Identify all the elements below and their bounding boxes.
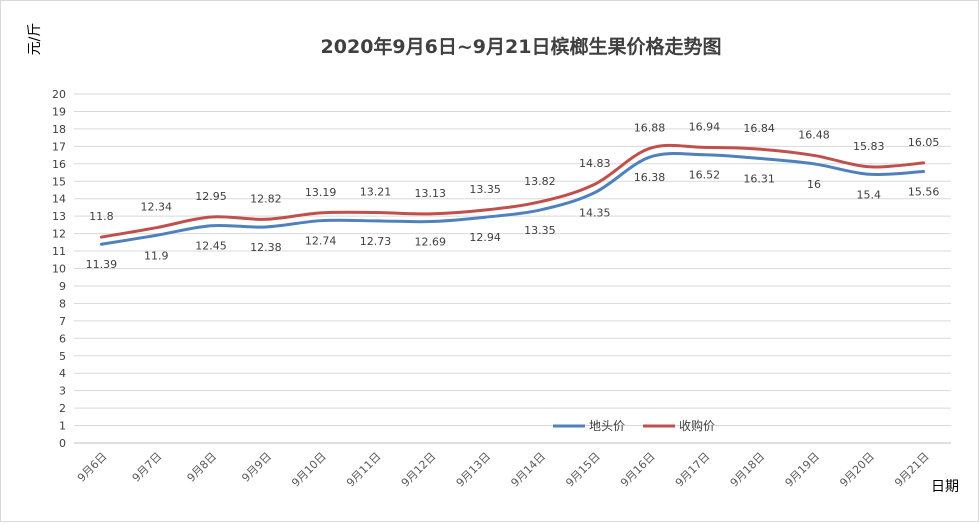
data-label: 13.35 — [524, 224, 556, 237]
data-label: 11.9 — [144, 249, 169, 262]
legend: 地头价 收购价 — [553, 418, 715, 433]
data-label: 13.19 — [305, 186, 337, 199]
data-label: 15.4 — [857, 188, 882, 201]
y-tick-label: 20 — [52, 88, 66, 101]
data-label: 16.84 — [743, 122, 775, 135]
data-label: 16.48 — [798, 128, 830, 141]
y-tick-label: 7 — [59, 315, 66, 328]
y-tick-label: 5 — [59, 350, 66, 363]
y-tick-label: 4 — [59, 367, 66, 380]
data-label: 12.82 — [250, 192, 282, 205]
y-tick-label: 1 — [59, 420, 66, 433]
x-tick-label: 9月13日 — [454, 450, 494, 490]
x-tick-label: 9月7日 — [130, 450, 165, 485]
data-labels: 11.39 11.9 12.45 12.38 12.74 12.73 12.69 12.94 1… — [86, 120, 940, 271]
x-tick-label: 9月9日 — [239, 450, 274, 485]
data-label: 16 — [807, 178, 821, 191]
x-axis-label: 日期 — [931, 479, 959, 495]
data-label: 16.05 — [908, 136, 940, 149]
y-tick-label: 17 — [52, 140, 66, 153]
y-tick-label: 12 — [52, 228, 66, 241]
y-axis-label: 元/斤 — [27, 23, 43, 56]
x-tick-label: 9月18日 — [728, 450, 768, 490]
y-tick-label: 3 — [59, 385, 66, 398]
data-label: 12.73 — [360, 235, 392, 248]
y-tick-label: 19 — [52, 105, 66, 118]
y-tick-label: 9 — [59, 280, 66, 293]
data-label: 12.94 — [469, 231, 501, 244]
data-label: 12.69 — [415, 236, 447, 249]
data-label: 16.52 — [689, 169, 721, 182]
data-label: 12.74 — [305, 235, 337, 248]
data-label: 16.31 — [743, 172, 775, 185]
x-tick-label: 9月21日 — [892, 450, 932, 490]
data-label: 13.82 — [524, 175, 556, 188]
y-tick-label: 6 — [59, 332, 66, 345]
x-tick-label: 9月16日 — [618, 450, 658, 490]
data-label: 14.35 — [579, 207, 611, 220]
y-tick-label: 13 — [52, 210, 66, 223]
data-label: 13.13 — [415, 187, 447, 200]
y-tick-label: 16 — [52, 158, 66, 171]
data-label: 12.34 — [140, 201, 172, 214]
y-tick-label: 2 — [59, 402, 66, 415]
y-tick-label: 11 — [52, 245, 66, 258]
y-tick-label: 8 — [59, 297, 66, 310]
data-label: 11.39 — [86, 258, 118, 271]
data-label: 16.88 — [634, 121, 666, 134]
series-line-0 — [99, 152, 926, 246]
x-tick-label: 9月12日 — [399, 450, 439, 490]
data-label: 12.95 — [195, 190, 227, 203]
legend-label-0: 地头价 — [589, 419, 625, 433]
y-tick-label: 10 — [52, 263, 66, 276]
x-tick-label: 9月15日 — [563, 450, 603, 490]
x-tick-label: 9月17日 — [673, 450, 713, 490]
data-label: 15.56 — [908, 185, 940, 198]
x-tick-label: 9月6日 — [75, 450, 110, 485]
chart-title: 2020年9月6日~9月21日槟榔生果价格走势图 — [321, 35, 722, 58]
data-label: 13.21 — [360, 185, 392, 198]
x-tick-label: 9月11日 — [344, 450, 384, 490]
series-line-1 — [99, 143, 926, 239]
legend-label-1: 收购价 — [679, 418, 715, 433]
data-label: 15.83 — [853, 140, 885, 153]
x-tick-label: 9月10日 — [289, 450, 329, 490]
data-label: 11.8 — [89, 210, 114, 223]
data-label: 16.38 — [634, 171, 666, 184]
data-label: 12.45 — [195, 240, 227, 253]
data-label: 13.35 — [469, 183, 501, 196]
x-tick-label: 9月8日 — [185, 450, 220, 485]
y-tick-label: 0 — [59, 437, 66, 450]
x-axis-ticks: 9月6日 9月7日 9月8日 9月9日 9月10日 9月11日 9月12日 9月13日 9月14… — [75, 450, 932, 490]
y-tick-label: 18 — [52, 123, 66, 136]
data-label: 16.94 — [689, 120, 721, 133]
gridlines — [74, 93, 951, 444]
data-label: 12.38 — [250, 241, 282, 254]
data-label: 14.83 — [579, 157, 611, 170]
x-tick-label: 9月19日 — [782, 450, 822, 490]
y-tick-label: 14 — [52, 193, 66, 206]
x-tick-label: 9月14日 — [508, 450, 548, 490]
y-tick-label: 15 — [52, 175, 66, 188]
x-tick-label: 9月20日 — [837, 450, 877, 490]
series-lines — [99, 143, 926, 246]
